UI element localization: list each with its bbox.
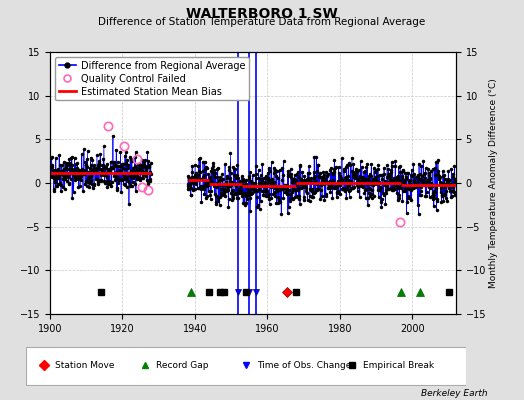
- Text: Berkeley Earth: Berkeley Earth: [421, 389, 487, 398]
- Text: WALTERBORO 1 SW: WALTERBORO 1 SW: [186, 7, 338, 21]
- FancyBboxPatch shape: [26, 347, 466, 385]
- Y-axis label: Monthly Temperature Anomaly Difference (°C): Monthly Temperature Anomaly Difference (…: [489, 78, 498, 288]
- Text: Difference of Station Temperature Data from Regional Average: Difference of Station Temperature Data f…: [99, 17, 425, 27]
- Text: Station Move: Station Move: [55, 361, 114, 370]
- Text: Time of Obs. Change: Time of Obs. Change: [257, 361, 352, 370]
- Legend: Difference from Regional Average, Quality Control Failed, Estimated Station Mean: Difference from Regional Average, Qualit…: [54, 57, 249, 100]
- Text: Empirical Break: Empirical Break: [363, 361, 434, 370]
- Text: Record Gap: Record Gap: [156, 361, 209, 370]
